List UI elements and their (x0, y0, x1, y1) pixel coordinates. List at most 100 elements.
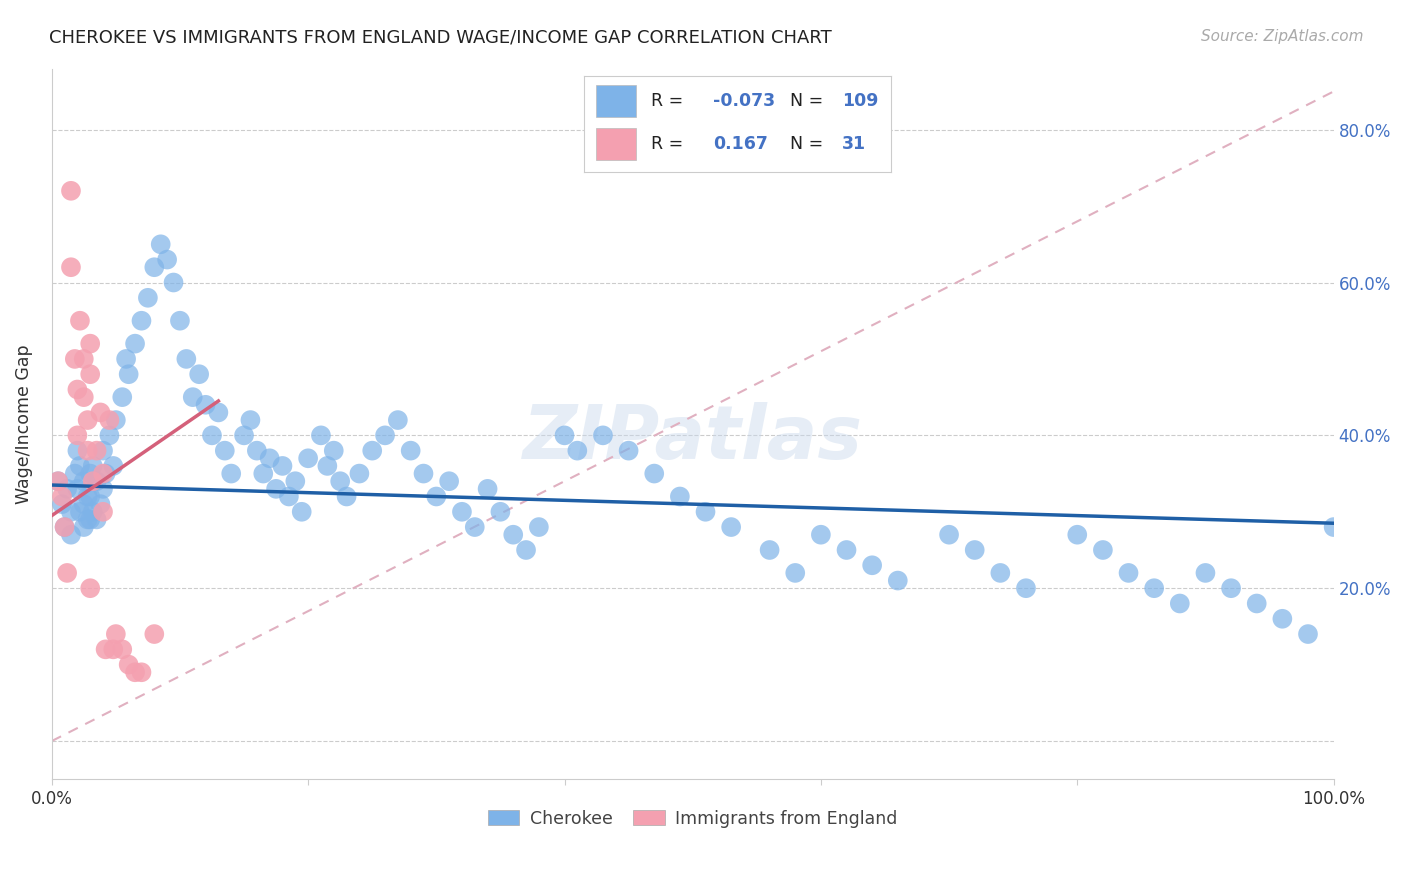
Point (76, 413, 98, 427)
Point (277, 490, 299, 504)
Point (51, 490, 73, 504)
Point (259, 451, 281, 466)
Point (233, 428, 256, 442)
Point (89, 497, 111, 511)
Point (1168, 597, 1191, 611)
Point (176, 351, 198, 366)
Point (207, 405, 229, 419)
Point (412, 467, 434, 481)
Point (963, 543, 986, 558)
Point (451, 505, 474, 519)
Point (887, 574, 910, 588)
Point (1296, 627, 1319, 641)
Point (94, 467, 117, 481)
Point (76, 443, 98, 458)
Point (136, 291, 159, 305)
Point (695, 505, 717, 519)
Point (188, 368, 211, 382)
Point (297, 451, 319, 466)
Point (79, 368, 101, 382)
Point (246, 443, 269, 458)
Point (169, 314, 191, 328)
Point (156, 252, 179, 267)
Y-axis label: Wage/Income Gap: Wage/Income Gap (15, 344, 32, 504)
Point (46, 474, 69, 488)
Point (309, 428, 332, 442)
Point (1194, 566, 1216, 580)
Point (82, 474, 104, 488)
Point (194, 398, 217, 412)
Point (464, 520, 486, 534)
Point (785, 566, 807, 580)
Point (264, 482, 287, 496)
Point (329, 474, 352, 488)
Point (104, 413, 127, 427)
Point (103, 458, 125, 473)
Point (73, 497, 96, 511)
Point (567, 443, 589, 458)
Point (527, 520, 550, 534)
Point (835, 543, 858, 558)
Point (617, 443, 640, 458)
Point (94, 642, 117, 657)
Point (56, 566, 79, 580)
Point (118, 657, 141, 672)
Point (860, 558, 883, 573)
Point (758, 543, 780, 558)
Point (53, 520, 76, 534)
Point (124, 665, 146, 680)
Point (284, 474, 307, 488)
Point (82, 458, 104, 473)
Point (66, 383, 89, 397)
Point (89, 405, 111, 419)
Point (69, 314, 91, 328)
Point (69, 505, 91, 519)
Point (437, 474, 460, 488)
Point (810, 527, 832, 541)
Point (669, 490, 692, 504)
Point (63, 351, 86, 366)
Point (91, 482, 114, 496)
Point (46, 474, 69, 488)
Point (291, 505, 314, 519)
Point (322, 443, 344, 458)
Point (79, 490, 101, 504)
Point (399, 443, 422, 458)
Point (502, 527, 524, 541)
Point (316, 458, 339, 473)
Point (489, 505, 512, 519)
Point (59, 527, 82, 541)
Point (104, 627, 127, 641)
Point (86, 474, 108, 488)
Point (374, 428, 396, 442)
Point (143, 260, 166, 275)
Point (336, 490, 359, 504)
Point (143, 627, 166, 641)
Point (76, 512, 98, 526)
Point (1066, 527, 1088, 541)
Point (66, 428, 89, 442)
Point (214, 443, 236, 458)
Point (59, 260, 82, 275)
Point (1323, 520, 1346, 534)
Point (79, 336, 101, 351)
Point (73, 351, 96, 366)
Point (1246, 597, 1268, 611)
Point (118, 368, 141, 382)
Point (56, 482, 79, 496)
Point (720, 520, 742, 534)
Point (592, 428, 614, 442)
Point (553, 428, 575, 442)
Point (91, 467, 114, 481)
Point (1271, 612, 1294, 626)
Point (515, 543, 537, 558)
Point (111, 390, 134, 404)
Point (79, 581, 101, 595)
Point (79, 512, 101, 526)
Point (63, 467, 86, 481)
Point (82, 505, 104, 519)
Point (252, 467, 274, 481)
Point (271, 458, 294, 473)
Point (149, 237, 172, 252)
Point (1220, 581, 1243, 595)
